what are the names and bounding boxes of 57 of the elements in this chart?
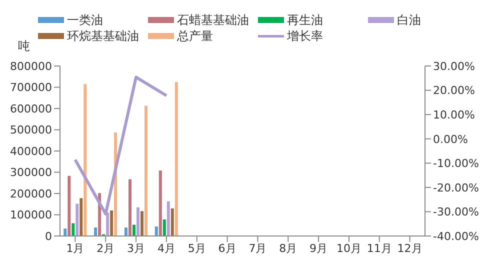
y2-tick-label: 0.00% xyxy=(433,132,468,146)
x-tick-label: 2月 xyxy=(96,242,115,255)
y-tick-label: 300000 xyxy=(10,166,52,180)
bar xyxy=(154,226,158,236)
bar xyxy=(76,204,79,236)
bar xyxy=(94,228,98,236)
legend-label: 白油 xyxy=(397,12,421,28)
y-tick-label: 600000 xyxy=(10,102,52,116)
x-tick-label: 12月 xyxy=(397,242,422,255)
bar xyxy=(136,207,140,236)
y2-tick-label: 10.00% xyxy=(433,108,475,122)
bar xyxy=(124,228,128,236)
legend-label: 一类油 xyxy=(67,12,103,28)
y-tick-label: 400000 xyxy=(10,144,52,158)
x-tick-label: 3月 xyxy=(127,242,146,255)
bar xyxy=(84,84,87,236)
legend-label: 总产量 xyxy=(177,28,213,44)
x-tick-label: 11月 xyxy=(366,242,392,255)
y-tick-label: 500000 xyxy=(10,124,52,137)
bar xyxy=(64,228,67,236)
x-tick-label: 9月 xyxy=(310,242,328,255)
bar xyxy=(174,82,178,236)
x-tick-label: 6月 xyxy=(218,242,236,255)
y2-tick-label: 30.00% xyxy=(433,60,475,73)
y2-tick-label: -30.00% xyxy=(433,206,479,219)
bar xyxy=(132,224,136,236)
x-tick-label: 8月 xyxy=(279,242,298,255)
y2-tick-label: -20.00% xyxy=(433,181,479,194)
bar xyxy=(162,219,166,236)
bar xyxy=(110,210,114,236)
bar xyxy=(68,176,71,236)
y-tick-label: 800000 xyxy=(10,60,52,73)
x-tick-label: 1月 xyxy=(66,242,84,255)
bar xyxy=(144,106,148,236)
x-tick-label: 7月 xyxy=(248,242,267,255)
legend-label: 环烷基基础油 xyxy=(67,28,139,44)
bar xyxy=(128,179,132,236)
legend-label: 再生油 xyxy=(287,12,323,28)
x-tick-label: 4月 xyxy=(157,242,176,255)
y-tick-label: 700000 xyxy=(10,81,52,94)
legend-label: 石蜡基基础油 xyxy=(177,12,249,28)
y-tick-label: 200000 xyxy=(10,187,52,200)
y2-tick-label: 20.00% xyxy=(433,84,475,98)
bar xyxy=(170,208,174,236)
bar xyxy=(158,170,162,236)
bar xyxy=(166,201,170,236)
y-axis-title: 吨 xyxy=(18,38,30,55)
y-tick-label: 0 xyxy=(45,230,52,243)
x-tick-label: 10月 xyxy=(336,242,362,255)
bar xyxy=(80,198,83,236)
legend-label: 增长率 xyxy=(287,28,323,44)
y2-tick-label: -40.00% xyxy=(433,230,479,243)
bar xyxy=(72,223,75,236)
y-tick-label: 100000 xyxy=(10,208,52,222)
x-tick-label: 5月 xyxy=(188,242,206,255)
y2-tick-label: -10.00% xyxy=(433,157,479,170)
bar xyxy=(140,211,144,236)
